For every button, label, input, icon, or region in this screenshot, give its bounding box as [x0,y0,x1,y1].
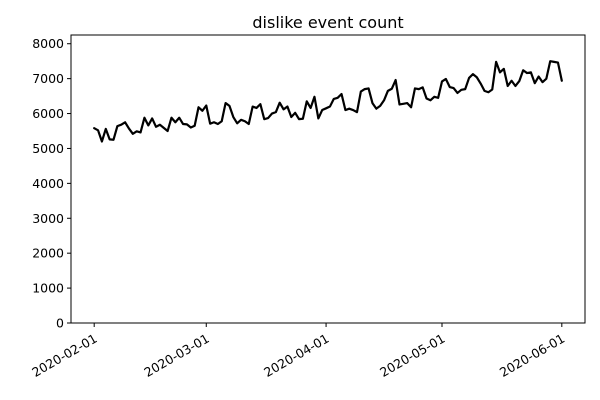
y-tick-label: 7000 [32,71,64,86]
chart-title: dislike event count [252,13,403,32]
y-tick-label: 8000 [32,36,64,51]
plot-area-frame [70,34,586,324]
y-tick-label: 5000 [32,141,64,156]
y-tick-label: 0 [56,316,64,331]
series-line [93,60,563,143]
y-tick-label: 6000 [32,106,64,121]
plot-series-group [93,60,563,143]
y-tick-label: 1000 [32,281,64,296]
y-tick-label: 4000 [32,176,64,191]
y-axis: 0 1000 2000 3000 4000 5000 6000 7000 8000 [32,36,71,331]
y-tick-label: 2000 [32,246,64,261]
y-tick-label: 3000 [32,211,64,226]
